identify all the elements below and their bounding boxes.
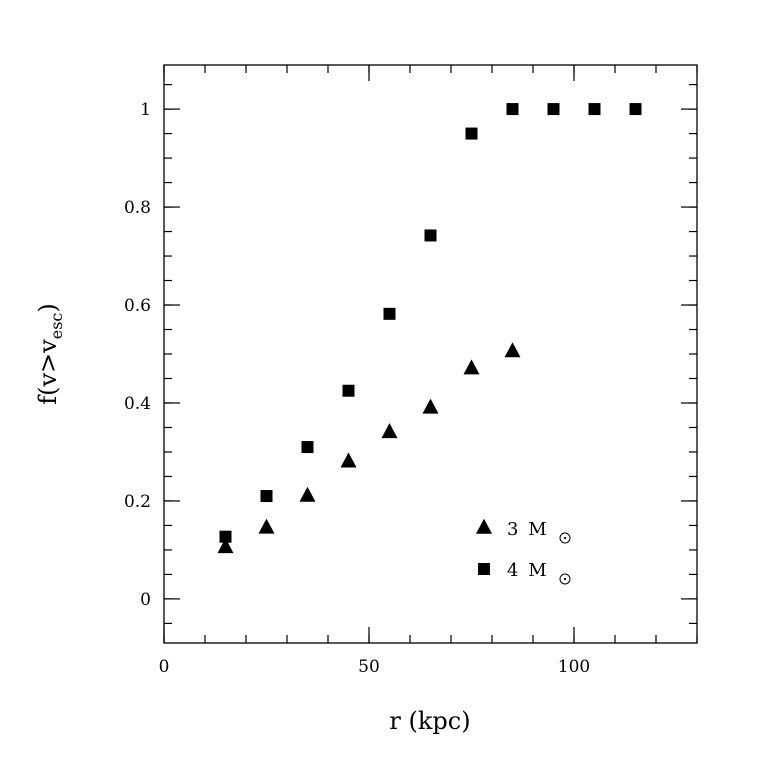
sun-symbol-dot [563, 577, 567, 581]
x-axis-label: r (kpc) [389, 707, 470, 735]
sun-symbol-icon [559, 532, 571, 544]
triangle-point [463, 359, 480, 375]
x-tick-label: 0 [159, 657, 170, 677]
square-point [588, 103, 601, 116]
square-point [260, 490, 273, 503]
y-tick-label: 1 [140, 100, 151, 120]
x-tick-label: 100 [558, 657, 590, 677]
square-point [342, 384, 355, 397]
y-tick-label: 0 [140, 590, 151, 610]
legend-label: 3 M [507, 519, 547, 540]
y-tick-label: 0.8 [124, 198, 151, 218]
data-points [217, 103, 642, 554]
legend-label: 4 M [507, 560, 547, 581]
y-tick-label: 0.4 [124, 394, 151, 414]
y-axis-label: f(v>vesc) [34, 303, 66, 405]
y-axis-label-main: f(v>v [34, 339, 62, 405]
triangle-point [299, 486, 316, 502]
tick-labels: 0 50 100 0 0.2 0.4 0.6 0.8 1 [124, 100, 590, 677]
triangle-point [504, 342, 521, 358]
triangle-point [381, 423, 398, 439]
triangle-point [258, 518, 275, 534]
sun-symbol-dot [563, 536, 567, 540]
y-tick-label: 0.2 [124, 492, 151, 512]
square-point [547, 103, 560, 116]
y-axis-label-subscript: esc [47, 313, 66, 340]
legend-triangle-marker [476, 518, 492, 534]
square-point [383, 307, 396, 320]
x-tick-label: 50 [358, 657, 380, 677]
legend-square-marker [478, 563, 490, 575]
triangle-point [340, 452, 357, 468]
sun-symbol-icon [559, 573, 571, 585]
square-point [629, 103, 642, 116]
square-point [506, 103, 519, 116]
y-axis-label-close: ) [34, 303, 62, 312]
y-tick-label: 0.6 [124, 296, 151, 316]
triangle-point [422, 398, 439, 414]
square-point [465, 127, 478, 140]
axis-ticks [163, 65, 698, 643]
square-point [219, 530, 232, 543]
triangle-point [217, 538, 234, 554]
legend: 3 M 4 M [476, 518, 571, 585]
square-point [301, 441, 314, 454]
square-point [424, 229, 437, 242]
plot-frame [163, 64, 698, 644]
